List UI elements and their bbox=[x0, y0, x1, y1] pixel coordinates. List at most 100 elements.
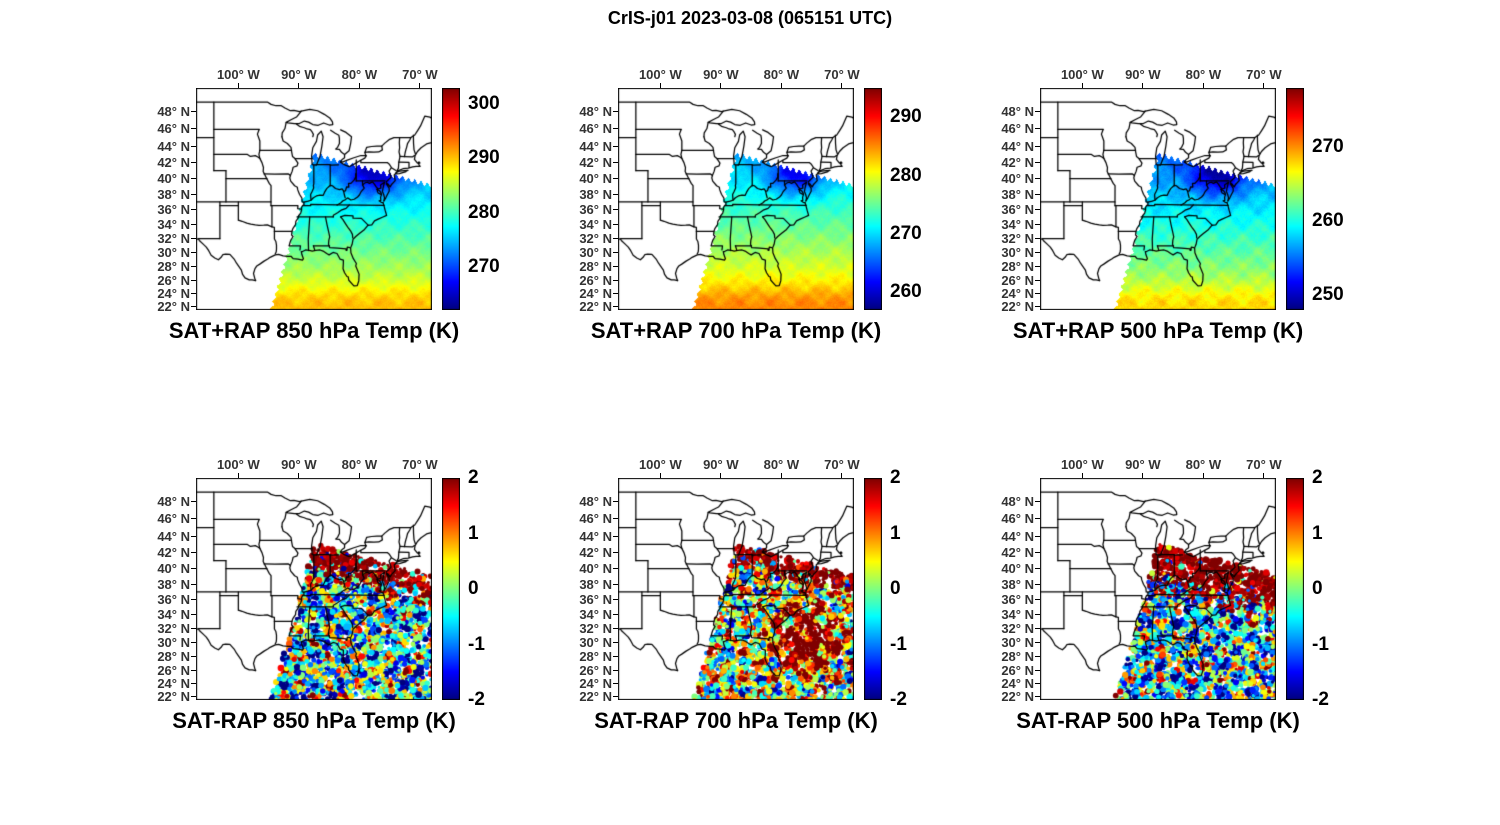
lat-tick-mark bbox=[191, 518, 196, 520]
lat-tick-mark bbox=[613, 628, 618, 630]
colorbar-sat-minus-rap-850 bbox=[442, 478, 460, 700]
lat-tick-label: 26° N bbox=[1001, 662, 1034, 678]
lon-tick-label: 90° W bbox=[1125, 457, 1161, 472]
lat-tick-mark bbox=[1035, 613, 1040, 615]
lat-tick-label: 22° N bbox=[157, 299, 190, 315]
lat-tick-label: 36° N bbox=[1001, 201, 1034, 217]
lat-tick-label: 24° N bbox=[1001, 676, 1034, 692]
lat-tick-mark bbox=[1035, 656, 1040, 658]
lat-tick-mark bbox=[613, 669, 618, 671]
lat-tick-label: 46° N bbox=[1001, 511, 1034, 527]
lat-tick-mark bbox=[613, 145, 618, 147]
lat-tick-mark bbox=[1035, 500, 1040, 502]
lat-tick-label: 26° N bbox=[579, 272, 612, 288]
colorbar-tick-label: 270 bbox=[1312, 136, 1344, 158]
lat-tick-label: 32° N bbox=[157, 231, 190, 247]
lat-tick-mark bbox=[1035, 669, 1040, 671]
lat-tick-label: 34° N bbox=[579, 606, 612, 622]
lat-tick-mark bbox=[191, 683, 196, 685]
lon-tick-mark bbox=[358, 473, 360, 478]
lat-tick-label: 48° N bbox=[1001, 103, 1034, 119]
lat-tick-mark bbox=[191, 223, 196, 225]
lat-tick-mark bbox=[1035, 223, 1040, 225]
lon-tick-mark bbox=[659, 473, 661, 478]
lat-tick-label: 34° N bbox=[579, 216, 612, 232]
lat-tick-label: 22° N bbox=[1001, 299, 1034, 315]
lat-tick-mark bbox=[1035, 252, 1040, 254]
colorbar-sat-plus-rap-700 bbox=[864, 88, 882, 310]
panel-sat-minus-rap-700: 100° W 90° W 80° W 70° W 48° N 46° N 44° N 42° … bbox=[562, 450, 962, 750]
colorbar-tick-label: 1 bbox=[1312, 522, 1323, 544]
lat-tick-mark bbox=[613, 583, 618, 585]
lat-tick-mark bbox=[191, 598, 196, 600]
lat-tick-label: 44° N bbox=[1001, 138, 1034, 154]
lon-tick-label: 90° W bbox=[703, 457, 739, 472]
lat-tick-mark bbox=[191, 193, 196, 195]
lat-tick-label: 34° N bbox=[157, 216, 190, 232]
lat-tick-label: 42° N bbox=[157, 545, 190, 561]
lat-tick-mark bbox=[613, 178, 618, 180]
lat-tick-mark bbox=[1035, 162, 1040, 164]
lat-tick-label: 34° N bbox=[1001, 606, 1034, 622]
lon-tick-mark bbox=[659, 83, 661, 88]
lon-tick-label: 70° W bbox=[824, 457, 860, 472]
lon-tick-mark bbox=[1263, 473, 1265, 478]
lat-tick-mark bbox=[1035, 238, 1040, 240]
map-canvas-sat-plus-rap-500 bbox=[1040, 88, 1276, 310]
lon-tick-mark bbox=[1081, 473, 1083, 478]
lat-tick-mark bbox=[1035, 193, 1040, 195]
lon-tick-label: 80° W bbox=[1185, 67, 1222, 82]
lat-tick-label: 42° N bbox=[579, 545, 612, 561]
lon-tick-mark bbox=[1142, 473, 1144, 478]
panel-sat-plus-rap-700: 100° W 90° W 80° W 70° W 48° N 46° N 44° N 42° … bbox=[562, 60, 962, 360]
lat-tick-label: 26° N bbox=[157, 662, 190, 678]
lon-tick-mark bbox=[1202, 83, 1204, 88]
lat-tick-label: 36° N bbox=[157, 591, 190, 607]
lat-tick-label: 32° N bbox=[579, 231, 612, 247]
lat-tick-mark bbox=[191, 178, 196, 180]
lat-tick-mark bbox=[613, 696, 618, 698]
map-canvas-sat-minus-rap-700 bbox=[618, 478, 854, 700]
lon-tick-mark bbox=[237, 83, 239, 88]
lat-tick-mark bbox=[191, 583, 196, 585]
lat-tick-label: 24° N bbox=[579, 286, 612, 302]
lat-tick-mark bbox=[613, 293, 618, 295]
lat-tick-label: 46° N bbox=[579, 511, 612, 527]
lat-tick-label: 44° N bbox=[157, 528, 190, 544]
lon-tick-mark bbox=[720, 83, 722, 88]
lat-tick-label: 22° N bbox=[157, 689, 190, 705]
colorbar-tick-label: 280 bbox=[890, 164, 922, 186]
lat-tick-label: 48° N bbox=[1001, 493, 1034, 509]
colorbar-tick-label: -1 bbox=[1312, 633, 1329, 655]
colorbar-tick-label: 0 bbox=[1312, 578, 1323, 599]
lat-tick-mark bbox=[1035, 642, 1040, 644]
lon-tick-label: 100° W bbox=[216, 457, 260, 472]
lat-tick-mark bbox=[613, 598, 618, 600]
colorbar-tick-label: 270 bbox=[890, 223, 922, 245]
lat-tick-label: 48° N bbox=[157, 103, 190, 119]
lat-tick-mark bbox=[191, 642, 196, 644]
lat-tick-label: 30° N bbox=[1001, 245, 1034, 261]
lon-tick-label: 70° W bbox=[402, 67, 438, 82]
lon-tick-mark bbox=[298, 83, 300, 88]
lat-tick-label: 38° N bbox=[1001, 576, 1034, 592]
lat-tick-mark bbox=[1035, 145, 1040, 147]
panel-sat-plus-rap-850: 100° W 90° W 80° W 70° W 48° N 46° N 44° N 42° … bbox=[140, 60, 540, 360]
lat-tick-label: 44° N bbox=[157, 138, 190, 154]
lat-tick-label: 36° N bbox=[579, 201, 612, 217]
lat-tick-label: 46° N bbox=[1001, 121, 1034, 137]
lon-tick-label: 80° W bbox=[763, 457, 800, 472]
colorbar-tick-label: 290 bbox=[468, 147, 500, 169]
lat-tick-label: 44° N bbox=[579, 138, 612, 154]
colorbar-tick-label: -1 bbox=[890, 633, 907, 655]
lat-tick-mark bbox=[191, 500, 196, 502]
colorbar-tick-label: 0 bbox=[890, 578, 901, 599]
panel-title-sat-plus-rap-850: SAT+RAP 850 hPa Temp (K) bbox=[168, 318, 460, 343]
lat-tick-label: 28° N bbox=[157, 259, 190, 275]
lat-tick-label: 34° N bbox=[1001, 216, 1034, 232]
lon-tick-label: 100° W bbox=[638, 67, 682, 82]
lat-tick-label: 38° N bbox=[1001, 186, 1034, 202]
lat-tick-label: 30° N bbox=[579, 635, 612, 651]
lat-tick-label: 24° N bbox=[157, 676, 190, 692]
lat-tick-label: 40° N bbox=[1001, 561, 1034, 577]
